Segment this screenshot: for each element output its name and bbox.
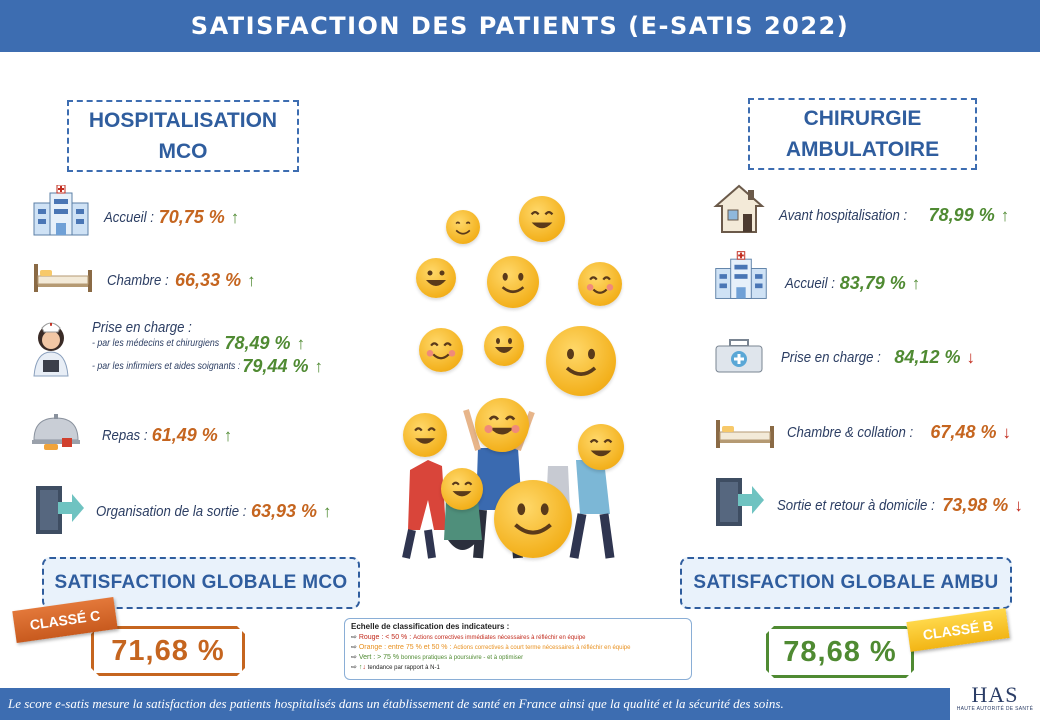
mco-repas-value: 61,49 % [151, 425, 218, 445]
smiley-icon [578, 262, 622, 306]
arrow-right-icon: ⇨ [351, 644, 359, 651]
mco-pec-sub1-label: - par les médecins et chirurgiens [92, 338, 220, 349]
smiley-icon [446, 210, 480, 244]
trend-up-icon: ↑ [230, 207, 240, 227]
legend-trend-text: tendance par rapport à N-1 [367, 665, 440, 671]
smiley-icon [484, 326, 524, 366]
legend-orange-label: Orange : entre 75 % et 50 % : [358, 644, 452, 651]
ambu-sortie-label: Sortie et retour à domicile : [777, 497, 935, 514]
footer-text: Le score e-satis mesure la satisfaction … [0, 688, 950, 720]
mco-pec-sub2-label: - par les infirmiers et aides soignants … [92, 361, 241, 372]
ambu-heading-line1: CHIRURGIE [803, 107, 922, 130]
trend-up-icon: ↑ [223, 425, 233, 445]
mco-sortie-label: Organisation de la sortie : [96, 503, 247, 520]
ambu-chambre-label: Chambre & collation : [787, 424, 914, 441]
mco-prise-en-charge: Prise en charge : - par les médecins et … [92, 319, 352, 385]
trend-down-icon: ↓ [362, 664, 366, 671]
legend-green-text: bonnes pratiques à poursuivre - et à opt… [401, 655, 524, 661]
mco-sortie-value: 63,93 % [250, 501, 317, 521]
smiley-icon [416, 258, 456, 298]
arrow-right-icon: ⇨ [351, 664, 359, 671]
mco-chambre-label: Chambre : [107, 272, 169, 289]
mco-repas-row: Repas : 61,49 % ↑ [102, 425, 232, 446]
legend-orange-text: Actions correctives à court terme nécess… [453, 645, 631, 651]
trend-up-icon: ↑ [1000, 205, 1010, 225]
ambu-global-label: SATISFACTION GLOBALE AMBU [680, 557, 1012, 609]
ambu-pec-row: Prise en charge : 84,12 % ↓ [781, 347, 975, 368]
smiley-icon [419, 328, 463, 372]
legend-title: Echelle de classification des indicateur… [351, 622, 510, 631]
smiley-icon [519, 196, 565, 242]
medical-kit-icon [715, 339, 763, 373]
has-logo-name: HAS [971, 682, 1019, 707]
mco-heading-line1: HOSPITALISATION [88, 109, 278, 132]
arrow-right-icon: ⇨ [351, 634, 359, 641]
mco-sortie-row: Organisation de la sortie : 63,93 % ↑ [96, 501, 332, 522]
legend-green-label: Vert : > 75 % [358, 654, 400, 661]
ambu-global-score: 78,68 % [766, 626, 914, 678]
ambu-accueil-label: Accueil : [785, 275, 835, 292]
mco-heading: HOSPITALISATION MCO [67, 100, 299, 172]
mco-chambre-row: Chambre : 66,33 % ↑ [107, 270, 256, 291]
mco-global-score: 71,68 % [91, 626, 245, 676]
ambu-avant-row: Avant hospitalisation : 78,99 % ↑ [779, 205, 1009, 226]
smiley-icon [487, 256, 539, 308]
ambu-sortie-value: 73,98 % [942, 495, 1009, 515]
legend-red-label: Rouge : < 50 % : [358, 634, 412, 641]
exit-door-icon [716, 478, 764, 526]
legend-red-text: Actions correctives immédiates nécessair… [413, 635, 586, 641]
bed-icon [716, 420, 774, 448]
trend-up-icon: ↑ [323, 501, 332, 521]
bed-icon [34, 264, 92, 292]
ambu-avant-label: Avant hospitalisation : [779, 207, 908, 224]
ambu-pec-label: Prise en charge : [781, 349, 881, 366]
trend-up-icon: ↑ [911, 273, 921, 293]
meal-tray-icon [32, 414, 80, 450]
smiley-icon [441, 468, 483, 510]
mco-accueil-row: Accueil : 70,75 % ↑ [104, 207, 239, 228]
trend-up-icon: ↑ [247, 270, 256, 290]
smiley-icon [578, 424, 624, 470]
has-logo-subtitle: HAUTE AUTORITÉ DE SANTÉ [956, 706, 1034, 712]
mco-pec-label: Prise en charge : [92, 319, 192, 336]
mco-accueil-value: 70,75 % [158, 207, 225, 227]
arrow-right-icon: ⇨ [351, 654, 359, 661]
hospital-icon [33, 185, 89, 236]
trend-up-icon: ↑ [314, 356, 323, 376]
mco-chambre-value: 66,33 % [175, 270, 242, 290]
mco-pec-sub2-value: 79,44 % [242, 356, 309, 376]
ambu-heading-line2: AMBULATOIRE [785, 138, 940, 161]
ambu-avant-value: 78,99 % [928, 205, 995, 225]
ambu-chambre-row: Chambre & collation : 67,48 % ↓ [787, 422, 1011, 443]
ambu-accueil-value: 83,79 % [839, 273, 906, 293]
trend-up-icon: ↑ [296, 333, 306, 353]
people-illustration [402, 409, 615, 559]
has-logo: HAS HAUTE AUTORITÉ DE SANTÉ [950, 676, 1040, 720]
smiley-icon [475, 398, 529, 452]
smiley-icon [403, 413, 447, 457]
mco-pec-sub1-value: 78,49 % [224, 333, 291, 353]
ambu-accueil-row: Accueil : 83,79 % ↑ [785, 273, 920, 294]
ambu-class-badge: CLASSÉ B [906, 608, 1010, 652]
ambu-chambre-value: 67,48 % [930, 422, 997, 442]
page-title: SATISFACTION DES PATIENTS (E-SATIS 2022) [0, 0, 1040, 52]
trend-down-icon: ↓ [1002, 422, 1011, 442]
nurse-icon [33, 322, 69, 377]
ambu-pec-value: 84,12 % [894, 347, 961, 367]
mco-repas-label: Repas : [102, 427, 148, 444]
smiley-icon [494, 480, 572, 558]
hospital-icon [715, 251, 767, 299]
mco-heading-line2: MCO [158, 140, 208, 163]
house-icon [713, 184, 765, 233]
mco-accueil-label: Accueil : [104, 209, 154, 226]
trend-down-icon: ↓ [1014, 495, 1023, 515]
ambu-sortie-row: Sortie et retour à domicile : 73,98 % ↓ [777, 495, 1023, 516]
classification-legend: Echelle de classification des indicateur… [344, 618, 692, 680]
smiley-icon [546, 326, 616, 396]
exit-door-icon [36, 486, 84, 534]
ambu-heading: CHIRURGIE AMBULATOIRE [748, 98, 977, 170]
trend-down-icon: ↓ [966, 347, 975, 367]
trend-up-icon: ↑ [358, 664, 363, 671]
